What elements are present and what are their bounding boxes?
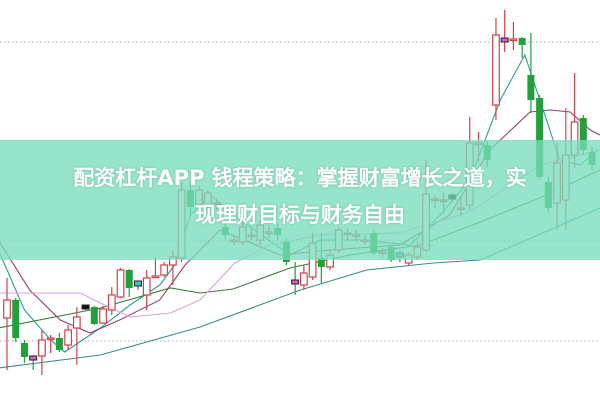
candle-marker [29, 355, 38, 361]
title-line-1: 配资杠杆APP 钱程策略：掌握财富增长之道，实 [73, 166, 527, 190]
candle-down [90, 307, 98, 324]
candle-up [142, 277, 151, 296]
candle-marker [500, 37, 509, 43]
title-banner [0, 140, 600, 260]
candle-up [64, 329, 73, 346]
candle-down [55, 338, 63, 350]
candle-down [536, 98, 544, 177]
candle-up [509, 38, 518, 42]
candle-up [492, 34, 500, 106]
title-line-2: 现理财目标与财务自由 [195, 203, 405, 227]
candle-marker [133, 280, 142, 287]
candle-marker [81, 304, 90, 310]
candle-down [20, 343, 28, 357]
candle-up [107, 294, 116, 311]
candle-down [579, 118, 587, 150]
candle-up [3, 299, 11, 319]
candle-up [299, 272, 308, 286]
candle-up [72, 316, 81, 329]
candle-down [125, 270, 133, 288]
candle-up [151, 275, 160, 279]
candle-up [46, 337, 55, 341]
candle-down [518, 38, 526, 45]
candle-down [527, 75, 535, 100]
candle-up [116, 269, 125, 298]
candle-up [38, 339, 46, 357]
candle-down [317, 258, 325, 267]
candle-up [160, 264, 169, 276]
candle-up [99, 308, 107, 324]
article-title: 配资杠杆APP 钱程策略：掌握财富增长之道，实 现理财目标与财务自由 [0, 160, 600, 234]
candle-marker [291, 279, 300, 285]
candle-down [12, 300, 20, 338]
